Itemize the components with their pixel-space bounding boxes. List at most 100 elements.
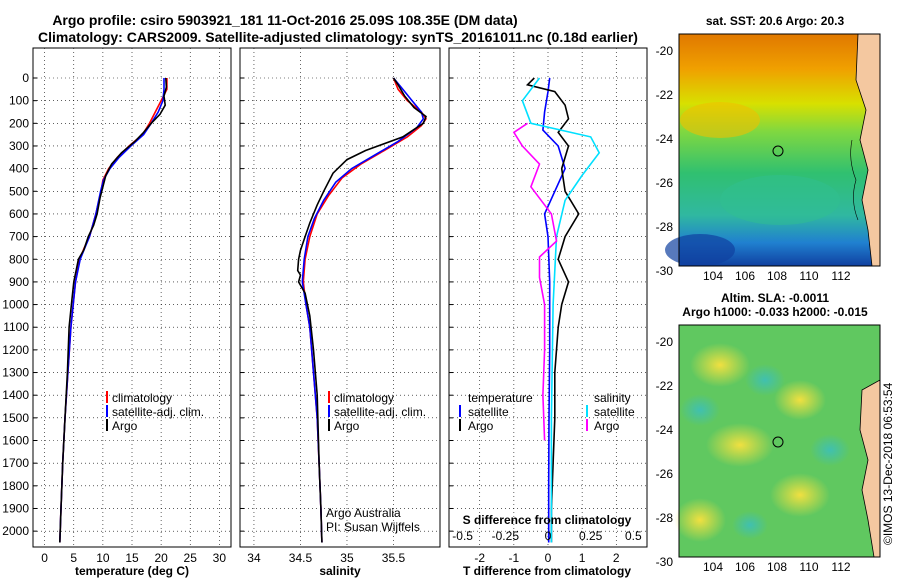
depth-tick-label: 1600 <box>2 434 29 448</box>
sla-low-anomaly <box>810 434 850 466</box>
map-lon-label: 110 <box>799 269 818 283</box>
salinity-legend: climatology satellite-adj. clim. Argo <box>328 391 426 433</box>
map-lat-label: -28 <box>656 511 674 525</box>
sla-high-anomaly <box>706 423 774 467</box>
sla-low-anomaly <box>732 511 768 539</box>
x-tick-label: 35.5 <box>382 551 406 565</box>
depth-tick-label: 0 <box>22 71 29 85</box>
temperature-xlabel: temperature (deg C) <box>75 564 189 578</box>
depth-tick-label: 300 <box>9 139 29 153</box>
chart-marks <box>59 77 601 543</box>
map-lon-label: 106 <box>735 269 755 283</box>
map-lon-label: 112 <box>831 269 850 283</box>
map-lat-label: -30 <box>656 264 674 278</box>
depth-tick-label: 1400 <box>2 388 29 402</box>
map-lat-label: -22 <box>656 379 674 393</box>
map-lat-label: -24 <box>656 423 674 437</box>
depth-tick-label: 1500 <box>2 411 29 425</box>
x-tick-label: 0 <box>41 551 48 565</box>
x-tick-label: 2 <box>613 551 620 565</box>
depth-tick-label: 1800 <box>2 479 29 493</box>
x-tick-label: 0 <box>545 551 552 565</box>
legend-argo: Argo <box>112 419 138 433</box>
difference-legend: temperature satellite Argo salinity sate… <box>459 391 635 433</box>
map-lat-label: -26 <box>656 467 674 481</box>
map-lon-label: 112 <box>831 560 850 574</box>
x-tick-label: -2 <box>474 551 485 565</box>
title-line-2: Climatology: CARS2009. Satellite-adjuste… <box>38 29 638 45</box>
top-x-tick-label: -0.25 <box>492 529 520 543</box>
sla-low-anomaly <box>745 364 785 396</box>
legend-swatch-argo <box>106 419 108 431</box>
gridlines <box>33 48 647 547</box>
x-tick-label: 34 <box>247 551 261 565</box>
sla-map-frame <box>678 324 881 558</box>
x-tick-label: 1 <box>579 551 586 565</box>
series-line-argo <box>525 77 580 543</box>
depth-tick-label: 1100 <box>3 320 29 334</box>
legend-swatch-climatology <box>328 391 330 403</box>
top-x-tick-label: -0.5 <box>452 529 473 543</box>
series-line-satellite <box>542 77 566 543</box>
sla-high-anomaly <box>674 498 726 542</box>
sst-cold-patch <box>665 234 735 266</box>
legend-salinity-title: salinity <box>594 391 631 405</box>
series-line-salinity-argo <box>512 122 558 441</box>
series-line-climatology <box>302 77 427 543</box>
legend-argo: Argo <box>334 419 360 433</box>
legend-t-argo: Argo <box>468 419 494 433</box>
map-lon-label: 106 <box>735 560 755 574</box>
depth-tick-label: 100 <box>9 94 29 108</box>
legend-climatology: climatology <box>334 391 394 405</box>
top-x-tick-label: 0.5 <box>625 529 642 543</box>
map-lat-label: -28 <box>656 220 674 234</box>
x-tick-label: 20 <box>154 551 168 565</box>
bathymetry-contour <box>850 139 859 221</box>
title-line-1: Argo profile: csiro 5903921_181 11-Oct-2… <box>52 12 517 28</box>
map-lat-label: -22 <box>656 88 674 102</box>
x-tick-label: 34.5 <box>289 551 313 565</box>
depth-tick-label: 1900 <box>2 501 29 515</box>
x-tick-labels: 0 5 10 15 20 25 30 34 34.5 35 35.5 -2 -1 0 1 2 -0.5 -0.25… <box>41 529 642 565</box>
x-tick-label: 5 <box>70 551 77 565</box>
map-lat-label: -30 <box>656 555 674 569</box>
legend-swatch-climatology <box>106 391 108 403</box>
depth-tick-label: 1200 <box>2 343 29 357</box>
map-lon-label: 104 <box>703 560 723 574</box>
x-tick-label: 25 <box>184 551 198 565</box>
sla-lon-labels: 104 106 108 110 112 <box>703 560 851 574</box>
legend-swatch-t-argo <box>459 419 461 431</box>
sst-map-frame <box>678 33 881 267</box>
sst-lon-labels: 104 106 108 110 112 <box>703 269 851 283</box>
series-line-salinity-satellite <box>521 77 601 543</box>
map-lon-label: 104 <box>703 269 723 283</box>
legend-s-satellite: satellite <box>594 405 635 419</box>
legend-satellite: satellite-adj. clim. <box>112 405 204 419</box>
depth-tick-label: 1300 <box>2 366 29 380</box>
sst-warm-patch <box>680 102 760 138</box>
legend-climatology: climatology <box>112 391 172 405</box>
imos-watermark: ©IMOS 13-Dec-2018 06:53:54 <box>881 382 895 545</box>
map-lon-label: 108 <box>767 269 787 283</box>
series-line-argo <box>59 77 168 543</box>
sla-map-title-2: Argo h1000: -0.033 h2000: -0.015 <box>682 305 868 319</box>
argo-float-location-marker <box>772 145 784 157</box>
map-lat-label: -20 <box>656 44 674 58</box>
sla-high-anomaly <box>690 343 750 387</box>
legend-swatch-argo <box>328 419 330 431</box>
temperature-legend: climatology satellite-adj. clim. Argo <box>106 391 204 433</box>
top-x-tick-label: 0 <box>545 529 552 543</box>
sst-map-title: sat. SST: 20.6 Argo: 20.3 <box>706 14 845 28</box>
map-lat-label: -26 <box>656 176 674 190</box>
legend-t-satellite: satellite <box>468 405 509 419</box>
legend-satellite: satellite-adj. clim. <box>334 405 426 419</box>
sla-lat-labels: -20 -22 -24 -26 -28 -30 <box>656 335 674 569</box>
map-lat-label: -24 <box>656 132 674 146</box>
salinity-panel-frame <box>239 47 441 548</box>
legend-temperature-title: temperature <box>468 391 533 405</box>
top-x-tick-label: 0.25 <box>579 529 603 543</box>
x-tick-label: 15 <box>125 551 139 565</box>
legend-swatch-satellite <box>106 405 108 417</box>
